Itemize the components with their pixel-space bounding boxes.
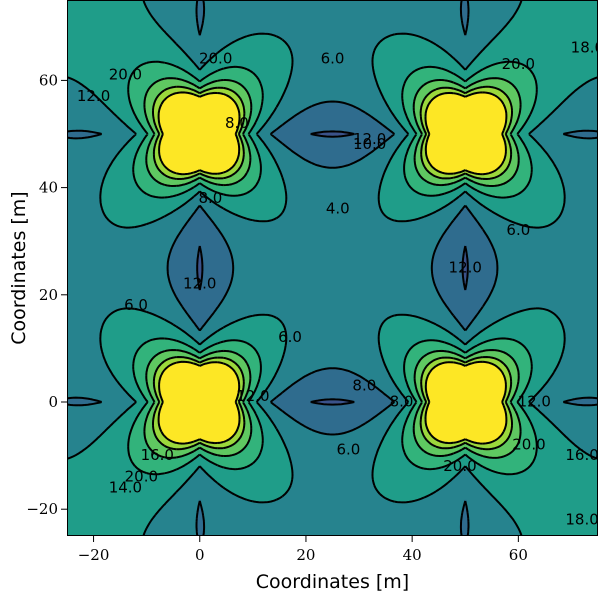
contour-label: 12.0 — [183, 275, 216, 293]
contour-line-8 — [196, 130, 469, 406]
y-tick-label: −20 — [26, 500, 58, 518]
contour-label: 6.0 — [337, 441, 361, 459]
y-tick-label: 60 — [39, 71, 58, 89]
contour-label: 16.0 — [141, 446, 174, 464]
plot-area: 4.06.06.06.06.06.08.08.08.08.010.012.012… — [67, 0, 598, 536]
contour-label: 6.0 — [506, 221, 530, 239]
contour-line-18 — [152, 85, 513, 451]
y-tick-label: 20 — [39, 286, 58, 304]
contour-label: 8.0 — [352, 376, 376, 394]
contour-label: 16.0 — [565, 446, 598, 464]
x-tick-label: 40 — [403, 546, 422, 564]
contour-label: 4.0 — [326, 200, 350, 218]
contour-label: 12.0 — [77, 87, 110, 105]
y-axis-ticks: −20 0 20 40 60 — [26, 71, 67, 518]
x-axis-ticks: −20 0 20 40 60 — [78, 536, 528, 564]
x-tick-label: −20 — [78, 546, 110, 564]
x-axis-label: Coordinates [m] — [256, 571, 409, 593]
y-axis-label: Coordinates [m] — [8, 191, 30, 344]
contour-label: 6.0 — [321, 49, 345, 67]
contour-line-14 — [127, 60, 538, 476]
contour-line-16 — [143, 77, 522, 459]
x-tick-label: 60 — [509, 546, 528, 564]
contour-label: 20.0 — [125, 468, 158, 486]
x-tick-label: 20 — [296, 546, 315, 564]
contour-line-10 — [67, 0, 598, 536]
contour-label: 8.0 — [390, 393, 414, 411]
contour-label: 8.0 — [198, 189, 222, 207]
contour-line-20 — [157, 91, 508, 445]
contour-label: 20.0 — [512, 435, 545, 453]
contour-label: 20.0 — [443, 457, 476, 475]
contour-label: 12.0 — [353, 130, 386, 148]
contour-label: 14.0 — [109, 478, 142, 496]
y-tick-label: 0 — [48, 393, 58, 411]
contour-label: 6.0 — [278, 328, 302, 346]
y-tick-label: 40 — [39, 179, 58, 197]
contour-label: 20.0 — [502, 55, 535, 73]
contour-label: 18.0 — [571, 39, 598, 57]
contour-label: 10.0 — [353, 135, 386, 153]
contour-labels: 4.06.06.06.06.06.08.08.08.08.010.012.012… — [77, 39, 598, 529]
heatmap-fill — [67, 0, 598, 536]
contour-label: 6.0 — [124, 296, 148, 314]
contour-label: 8.0 — [225, 114, 249, 132]
contour-label: 18.0 — [565, 510, 598, 528]
contour-label: 20.0 — [109, 66, 142, 84]
contour-label: 12.0 — [449, 259, 482, 277]
contour-label: 12.0 — [518, 393, 551, 411]
contour-label: 20.0 — [199, 49, 232, 67]
x-tick-label: 0 — [195, 546, 205, 564]
contour-label: 12.0 — [236, 387, 269, 405]
contour-lines — [67, 0, 598, 536]
